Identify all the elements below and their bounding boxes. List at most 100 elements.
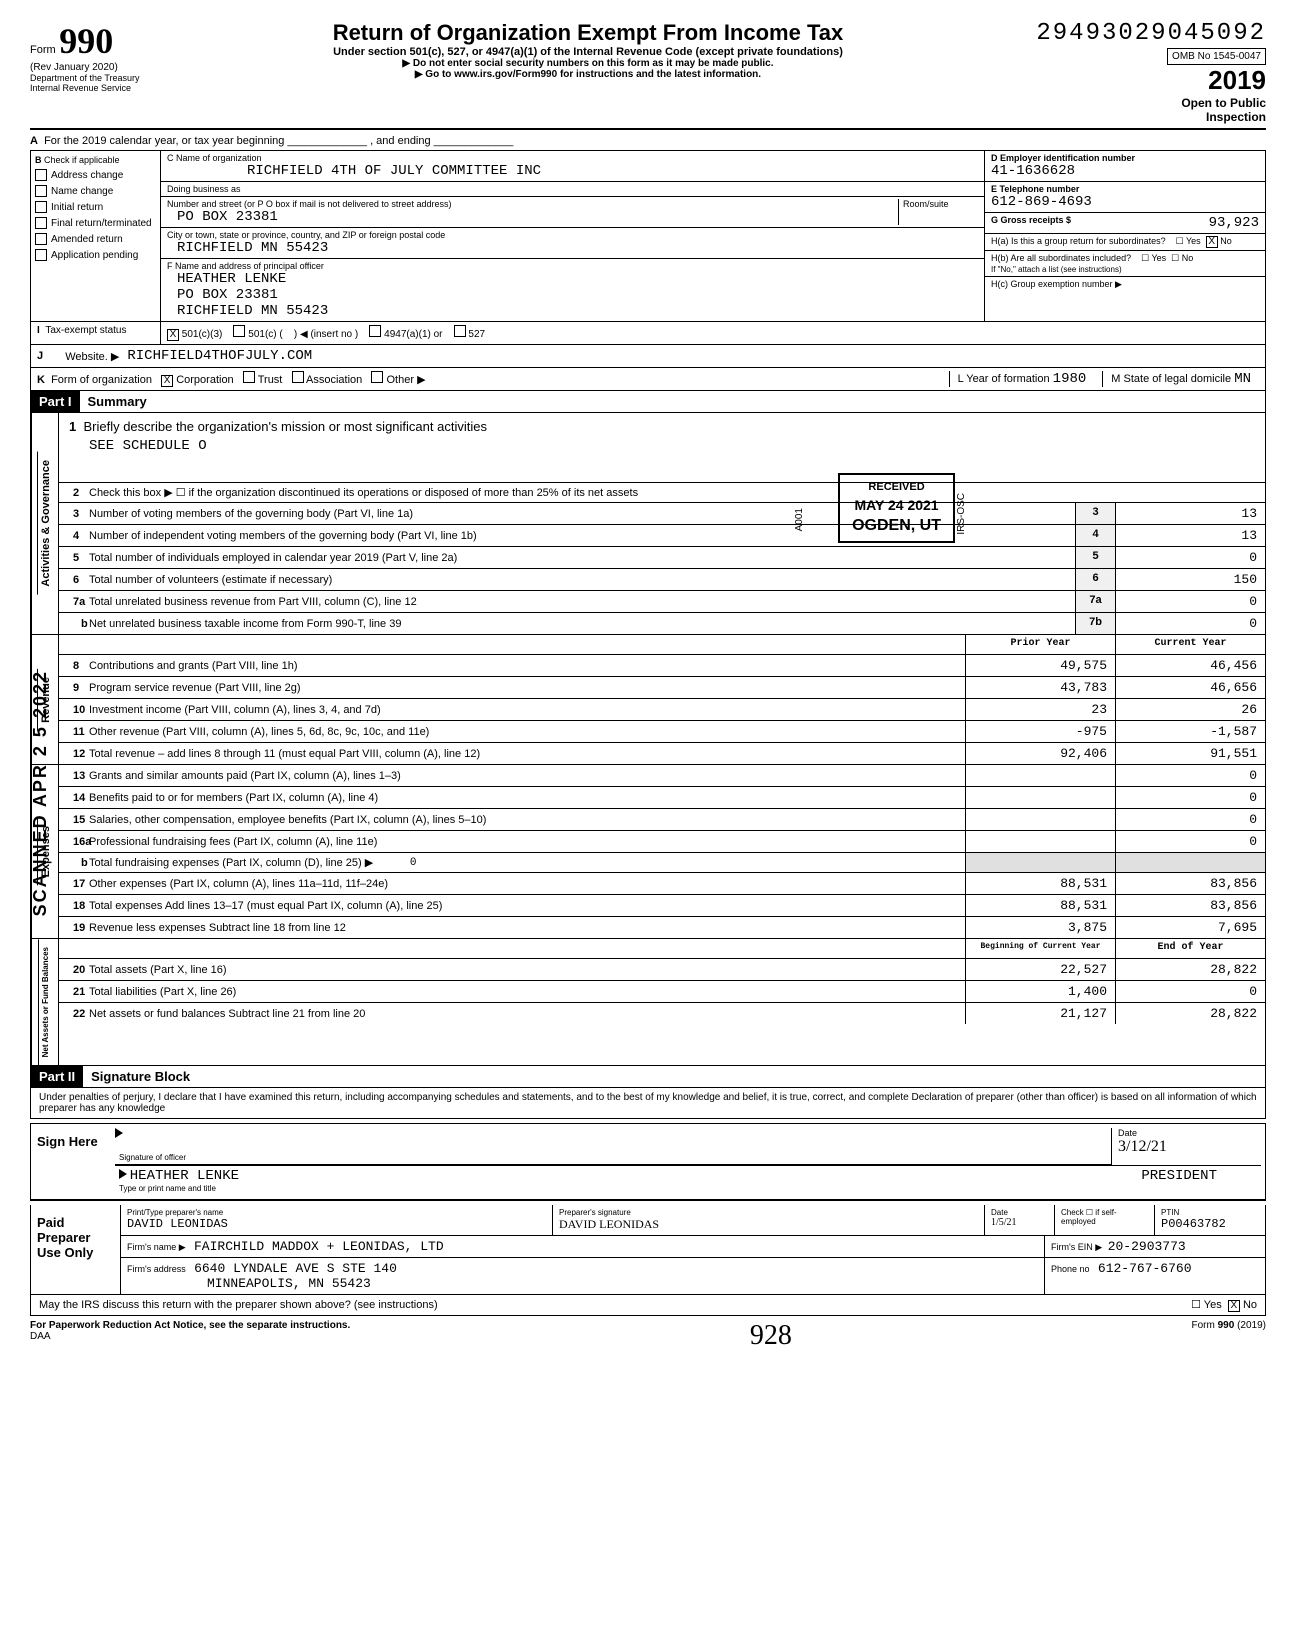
l9-current: 46,656: [1115, 677, 1265, 698]
received-stamp: RECEIVED MAY 24 2021 OGDEN, UT: [838, 473, 955, 543]
firm-ein: 20-2903773: [1108, 1239, 1186, 1254]
section-a: A For the 2019 calendar year, or tax yea…: [30, 132, 1266, 150]
ptin: P00463782: [1161, 1217, 1259, 1231]
l18-prior: 88,531: [965, 895, 1115, 916]
l22-current: 28,822: [1115, 1003, 1265, 1024]
open-public: Open to Public: [1036, 96, 1266, 110]
officer-addr2: RICHFIELD MN 55423: [167, 303, 978, 319]
l5-val: 0: [1115, 547, 1265, 568]
website: RICHFIELD4THOFJULY.COM: [127, 348, 312, 364]
l20-current: 28,822: [1115, 959, 1265, 980]
l3-val: 13: [1115, 503, 1265, 524]
form-number: 990: [59, 21, 113, 61]
l11-prior: -975: [965, 721, 1115, 742]
officer-addr1: PO BOX 23381: [167, 287, 978, 303]
sign-here-label: Sign Here: [31, 1124, 111, 1199]
l14-current: 0: [1115, 787, 1265, 808]
note1: ▶ Do not enter social security numbers o…: [160, 58, 1017, 69]
dept1: Department of the Treasury: [30, 73, 140, 83]
year-formation: 1980: [1053, 371, 1087, 387]
discuss-no[interactable]: [1228, 1300, 1240, 1312]
l4-val: 13: [1115, 525, 1265, 546]
governance-label: Activities & Governance: [37, 452, 54, 595]
l21-current: 0: [1115, 981, 1265, 1002]
l17-current: 83,856: [1115, 873, 1265, 894]
checkbox-initial[interactable]: [35, 201, 47, 213]
l17-prior: 88,531: [965, 873, 1115, 894]
l16b-val: 0: [410, 857, 417, 869]
mission-text: SEE SCHEDULE O: [69, 434, 1255, 454]
ha-no-check[interactable]: [1206, 236, 1218, 248]
form-label: Form: [30, 44, 56, 56]
dept2: Internal Revenue Service: [30, 83, 131, 93]
l21-prior: 1,400: [965, 981, 1115, 1002]
l9-prior: 43,783: [965, 677, 1115, 698]
checkbox-amended[interactable]: [35, 233, 47, 245]
signer-title: PRESIDENT: [1141, 1168, 1217, 1184]
l7a-val: 0: [1115, 591, 1265, 612]
form-footer: Form 990 (2019): [1192, 1320, 1266, 1352]
l22-prior: 21,127: [965, 1003, 1115, 1024]
stamp-number: 29493029045092: [1036, 20, 1266, 47]
l12-prior: 92,406: [965, 743, 1115, 764]
l19-current: 7,695: [1115, 917, 1265, 938]
checkbox-name[interactable]: [35, 185, 47, 197]
ein: 41-1636628: [991, 163, 1259, 179]
form-header: Form 990 (Rev January 2020) Department o…: [30, 20, 1266, 124]
corp-check[interactable]: [161, 375, 173, 387]
officer-name: HEATHER LENKE: [167, 271, 978, 287]
state: MN: [1234, 371, 1251, 387]
preparer-date: 1/5/21: [991, 1217, 1048, 1228]
subtitle: Under section 501(c), 527, or 4947(a)(1)…: [160, 46, 1017, 58]
omb: OMB No 1545-0047: [1167, 48, 1266, 65]
revenue-label: Revenue: [37, 669, 54, 731]
irs-osc: IRS-OSC: [956, 493, 967, 535]
checkbox-addr[interactable]: [35, 169, 47, 181]
4947-check[interactable]: [369, 325, 381, 337]
tax-year: 2019: [1036, 65, 1266, 96]
l10-current: 26: [1115, 699, 1265, 720]
checkbox-final[interactable]: [35, 217, 47, 229]
firm-addr2: MINNEAPOLIS, MN 55423: [127, 1276, 371, 1291]
firm-name: FAIRCHILD MADDOX + LEONIDAS, LTD: [194, 1239, 444, 1254]
l6-val: 150: [1115, 569, 1265, 590]
part2-header: Part II: [31, 1066, 83, 1087]
a001: A001: [794, 508, 805, 531]
l11-current: -1,587: [1115, 721, 1265, 742]
501c-check[interactable]: [233, 325, 245, 337]
l8-current: 46,456: [1115, 655, 1265, 676]
part1-title: Summary: [80, 394, 147, 409]
main-title: Return of Organization Exempt From Incom…: [160, 20, 1017, 46]
l15-current: 0: [1115, 809, 1265, 830]
gross-receipts: 93,923: [1209, 215, 1259, 231]
section-c: C Name of organization RICHFIELD 4TH OF …: [161, 151, 985, 321]
l12-current: 91,551: [1115, 743, 1265, 764]
l19-prior: 3,875: [965, 917, 1115, 938]
checkbox-pending[interactable]: [35, 249, 47, 261]
org-name: RICHFIELD 4TH OF JULY COMMITTEE INC: [167, 163, 978, 179]
declaration: Under penalties of perjury, I declare th…: [30, 1088, 1266, 1119]
l20-prior: 22,527: [965, 959, 1115, 980]
note2: ▶ Go to www.irs.gov/Form990 for instruct…: [160, 69, 1017, 80]
paperwork-notice: For Paperwork Reduction Act Notice, see …: [30, 1320, 350, 1331]
signer-name: HEATHER LENKE: [130, 1168, 239, 1184]
discuss-text: May the IRS discuss this return with the…: [39, 1299, 438, 1311]
expenses-label: Expenses: [37, 818, 54, 885]
revision: (Rev January 2020): [30, 62, 118, 73]
l16a-current: 0: [1115, 831, 1265, 852]
l18-current: 83,856: [1115, 895, 1265, 916]
preparer-name: DAVID LEONIDAS: [127, 1217, 546, 1231]
part1-header: Part I: [31, 391, 80, 412]
org-address: PO BOX 23381: [167, 209, 898, 225]
org-city: RICHFIELD MN 55423: [167, 240, 978, 256]
l7b-val: 0: [1115, 613, 1265, 634]
501c3-check[interactable]: [167, 329, 179, 341]
sign-date: 3/12/21: [1118, 1138, 1261, 1156]
527-check[interactable]: [454, 325, 466, 337]
l10-prior: 23: [965, 699, 1115, 720]
firm-phone: 612-767-6760: [1098, 1261, 1192, 1276]
section-b: B Check if applicable Address change Nam…: [31, 151, 161, 321]
phone: 612-869-4693: [991, 194, 1259, 210]
inspection: Inspection: [1036, 110, 1266, 124]
l8-prior: 49,575: [965, 655, 1115, 676]
